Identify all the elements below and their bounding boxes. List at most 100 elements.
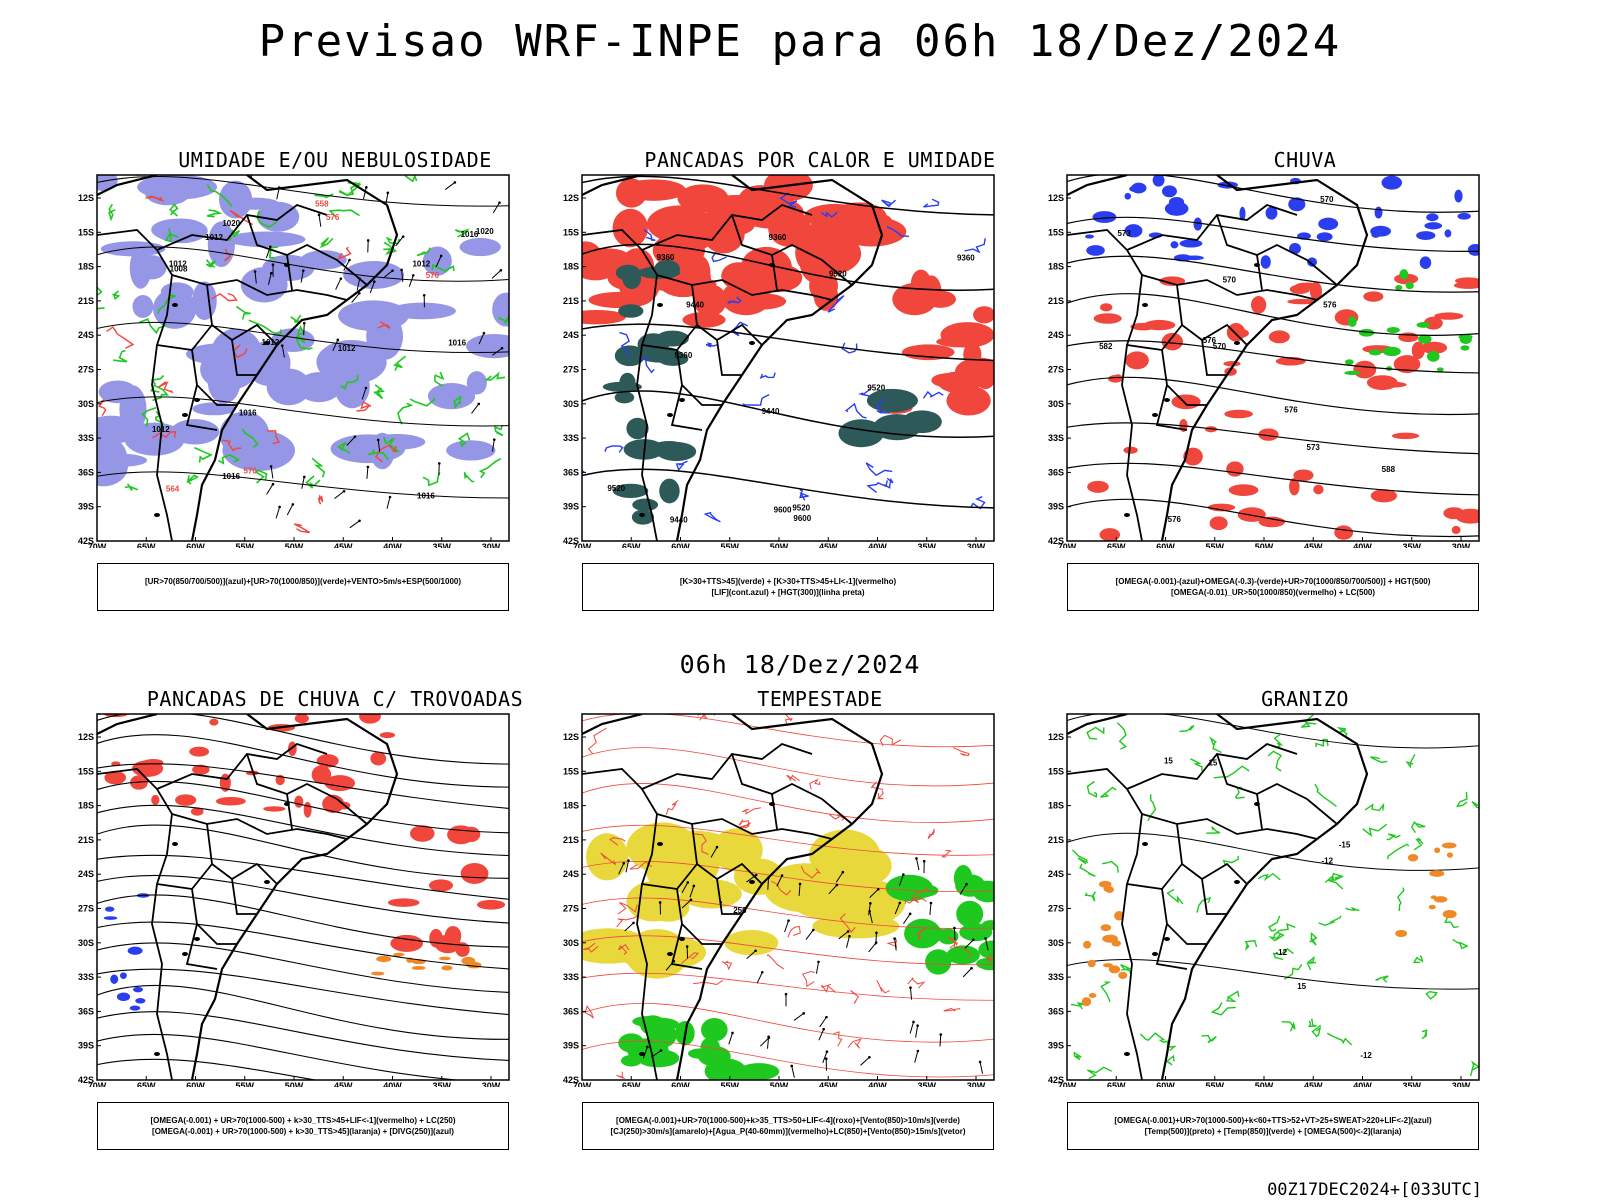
temp850-green-contour [1471, 801, 1479, 809]
panel-legend: [OMEGA(-0.001) + UR>70(1000-500) + k>30_… [97, 1102, 509, 1150]
temp850-green-contour [1209, 736, 1222, 754]
wind-vector [351, 291, 361, 303]
omega-orange-area [1087, 959, 1096, 968]
convection-green-area [637, 333, 670, 356]
streamline-850 [582, 824, 994, 856]
rain-red-area [1287, 298, 1317, 305]
lake [667, 413, 673, 417]
precipitable-water-contour [583, 942, 599, 953]
lif-blue-contour [820, 211, 838, 218]
convection-green-area [614, 345, 645, 367]
storm-red-area [263, 806, 286, 812]
wind-vector [422, 293, 426, 308]
wind-vector [625, 859, 630, 873]
lon-tick-label: 55W [720, 542, 739, 548]
panel-legend: [OMEGA(-0.001)+UR>70(1000-500)+k<60+TTS>… [1067, 1102, 1479, 1150]
rain-red-area [1224, 409, 1253, 419]
omega-orange-area [1395, 929, 1408, 938]
omega-orange-area [1442, 909, 1457, 919]
lat-tick-label: 36S [78, 1006, 94, 1016]
lat-tick-label: 39S [1048, 502, 1064, 512]
lat-tick-label: 15S [78, 227, 94, 237]
wind850-green-area [978, 940, 994, 959]
wind-vector [385, 191, 390, 205]
storm-red-area [370, 751, 387, 766]
temp850-green-contour [1086, 726, 1105, 740]
coastline [582, 714, 884, 1080]
lake [769, 802, 775, 806]
lat-tick-label: 12S [563, 193, 579, 203]
wind-vector [915, 857, 920, 871]
temp850-green-contour [1079, 863, 1096, 877]
lat-tick-label: 36S [1048, 467, 1064, 477]
precipitable-water-contour [850, 990, 860, 1004]
coastline [1067, 714, 1369, 1080]
lake [1142, 842, 1148, 846]
wind-vector [275, 505, 281, 519]
rain-blue-area [1170, 241, 1179, 249]
thickness-red-contour [211, 292, 238, 302]
wind850-green-area [946, 945, 980, 965]
map-frame [1066, 713, 1480, 1081]
omega-orange-area [1105, 886, 1114, 893]
precipitable-water-contour [587, 727, 607, 755]
convection-red-area [615, 178, 647, 208]
rain-blue-area [1289, 242, 1301, 255]
precipitable-water-contour [617, 902, 638, 915]
political-border [1155, 384, 1188, 431]
precipitable-water-contour [916, 928, 927, 941]
contour-label: -12 [1321, 857, 1333, 866]
wind-vector [681, 881, 690, 894]
rain-red-area [1393, 355, 1421, 374]
humidity-green-contour [431, 263, 455, 272]
temp850-green-contour [1455, 792, 1468, 808]
rain-green-area [1416, 321, 1431, 328]
rain-red-area [1294, 282, 1321, 290]
contour-label: 564 [166, 485, 180, 494]
precipitable-water-contour [828, 813, 845, 821]
rain-blue-area [1124, 224, 1143, 238]
temp850-green-contour [1413, 837, 1424, 851]
lif-blue-contour [604, 445, 624, 453]
humidity-green-contour [186, 474, 199, 485]
temp850-green-contour [1370, 756, 1388, 764]
contour-label: 1012 [262, 338, 280, 347]
omega-orange-area [1433, 896, 1448, 903]
wind-vector [898, 873, 905, 887]
lif-blue-contour [619, 331, 630, 358]
humidity-green-contour [453, 395, 462, 409]
lake [1254, 263, 1260, 267]
humidity-blue-area [246, 340, 291, 386]
humidity-green-contour [157, 294, 176, 314]
lif-blue-contour [964, 238, 986, 254]
wind-vector [346, 435, 357, 446]
lon-tick-label: 30W [482, 542, 501, 548]
rain-red-area [1099, 528, 1121, 541]
lat-tick-label: 24S [78, 869, 94, 879]
temp850-green-contour [1386, 833, 1401, 841]
lat-tick-label: 24S [1048, 869, 1064, 879]
humidity-green-contour [311, 457, 326, 478]
storm-red-area [428, 879, 453, 892]
precipitable-water-contour [800, 865, 822, 879]
wind-vector [909, 986, 913, 1000]
wind-vector [395, 235, 405, 247]
rain-red-area [1451, 525, 1461, 535]
precipitable-water-contour [740, 822, 751, 829]
lake [679, 937, 685, 941]
coastline [1067, 175, 1369, 541]
map-frame [96, 713, 510, 1081]
precipitable-water-contour [693, 833, 709, 855]
hgt500-contour [1067, 293, 1479, 336]
lake [639, 513, 645, 517]
rain-green-area [1347, 316, 1357, 328]
lat-tick-label: 36S [1048, 1006, 1064, 1016]
lon-tick-label: 65W [1107, 542, 1126, 548]
lif-blue-contour [703, 511, 721, 523]
temp850-green-contour [1084, 891, 1097, 902]
lon-tick-label: 60W [186, 1081, 205, 1087]
precipitable-water-contour [680, 952, 700, 964]
wind-vector [838, 930, 850, 940]
hgt300-contour [582, 243, 994, 292]
temp850-green-contour [1307, 1018, 1317, 1027]
